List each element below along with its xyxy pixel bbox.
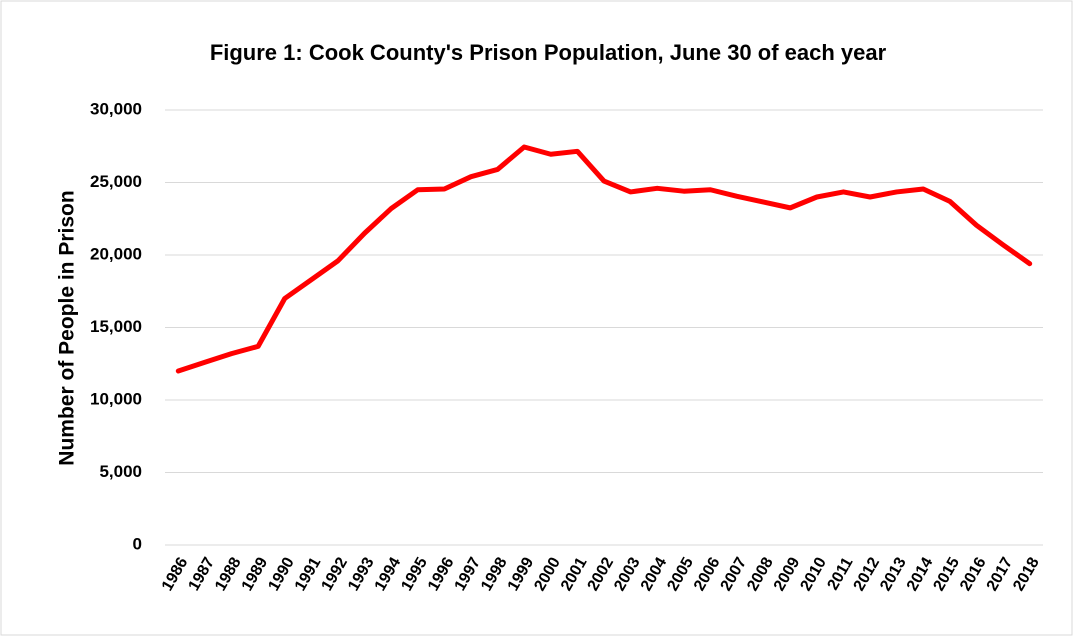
y-tick-label: 25,000 <box>90 172 142 191</box>
y-tick-label: 15,000 <box>90 317 142 336</box>
line-series <box>175 144 1033 374</box>
y-tick-label: 5,000 <box>99 462 142 481</box>
chart-title: Figure 1: Cook County's Prison Populatio… <box>210 40 887 65</box>
y-tick-label: 0 <box>133 534 142 553</box>
y-tick-label: 10,000 <box>90 389 142 408</box>
y-axis-title: Number of People in Prison <box>56 190 79 465</box>
y-tick-label: 30,000 <box>90 99 142 118</box>
y-tick-label: 20,000 <box>90 244 142 263</box>
